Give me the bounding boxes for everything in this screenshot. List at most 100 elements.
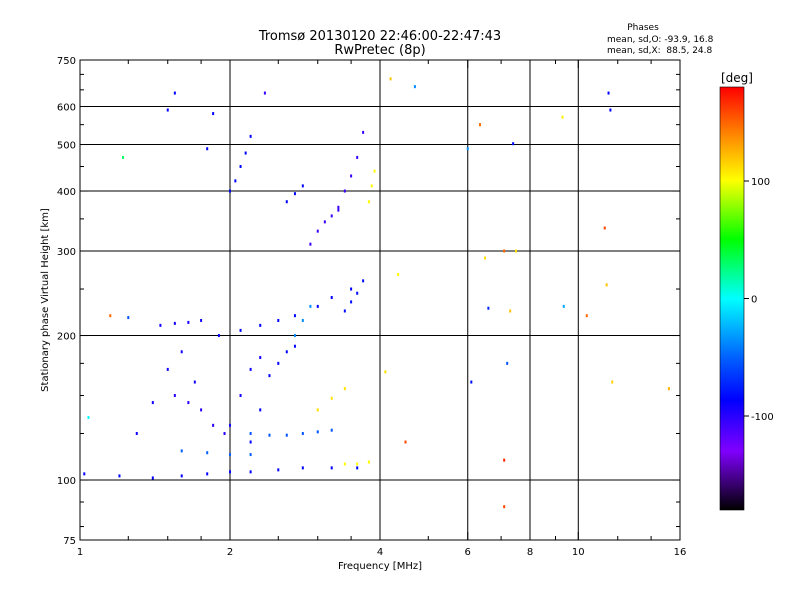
colorbar-tick-label: 100 [751, 177, 770, 188]
x-tick-label: 2 [227, 547, 233, 558]
data-point [166, 367, 169, 371]
data-point [350, 287, 353, 291]
data-points [83, 77, 670, 509]
data-point [151, 476, 154, 480]
data-point [268, 433, 271, 437]
data-point [285, 200, 288, 204]
data-point [343, 462, 346, 466]
data-point [367, 460, 370, 464]
data-point [277, 361, 280, 365]
data-point [249, 440, 252, 444]
y-tick-label: 75 [63, 536, 76, 547]
data-point [309, 242, 312, 246]
axis-ticks [79, 59, 681, 541]
data-point [263, 91, 266, 95]
data-point [301, 184, 304, 188]
data-point [362, 279, 365, 283]
colorbar [719, 86, 745, 511]
data-point [585, 314, 588, 318]
data-point [343, 189, 346, 193]
data-point [193, 380, 196, 384]
x-tick-label: 8 [527, 547, 533, 558]
colorbar-tick-label: 0 [751, 295, 757, 306]
data-point [200, 408, 203, 412]
data-point [229, 423, 231, 427]
data-point [293, 192, 296, 196]
y-tick-label: 200 [57, 332, 76, 343]
y-tick-label: 300 [57, 247, 76, 258]
data-point [316, 229, 319, 233]
data-point [330, 214, 333, 218]
data-point [122, 155, 125, 159]
data-point [151, 401, 154, 405]
data-point [343, 387, 346, 391]
chart-subtitle: RwPretec (8p) [334, 43, 425, 58]
data-point [249, 432, 252, 436]
data-point [316, 304, 319, 308]
data-point [180, 474, 183, 478]
data-point [607, 91, 610, 95]
data-point [350, 300, 353, 304]
data-point [466, 147, 469, 151]
stats-o-line: mean, sd,O: -93.9, 16.8 [607, 35, 714, 45]
data-point [609, 108, 612, 112]
data-point [285, 350, 288, 354]
data-point [356, 462, 359, 466]
data-point [356, 291, 359, 295]
data-point [667, 387, 670, 391]
data-point [515, 249, 518, 253]
data-point [212, 112, 215, 116]
data-point [605, 283, 608, 287]
data-point [187, 320, 190, 324]
colorbar-tick-label: -100 [751, 412, 774, 423]
data-point [301, 318, 304, 322]
data-point [244, 151, 247, 155]
data-point [509, 309, 512, 313]
x-tick-label: 4 [377, 547, 383, 558]
data-point [562, 304, 565, 308]
data-point [217, 334, 220, 338]
data-point [259, 408, 262, 412]
data-point [159, 323, 162, 327]
data-point [316, 408, 319, 412]
data-point [367, 200, 370, 204]
colorbar-ticks: 100 0 -100 [744, 177, 774, 423]
data-point [373, 169, 376, 173]
data-point [127, 316, 130, 320]
data-point [187, 401, 190, 405]
data-point [173, 394, 176, 398]
data-point [603, 226, 606, 230]
data-point [611, 380, 614, 384]
data-point [229, 470, 231, 474]
data-point [223, 432, 226, 436]
y-tick-label: 600 [57, 103, 76, 114]
data-point [166, 108, 169, 112]
x-tick-label: 1 [77, 547, 83, 558]
data-point [118, 474, 121, 478]
data-point [249, 367, 252, 371]
chart-title: Tromsø 20130120 22:46:00-22:47:43 [258, 29, 501, 44]
data-point [330, 466, 333, 470]
data-point [484, 256, 487, 260]
data-point [135, 432, 138, 436]
data-point [173, 321, 176, 325]
data-point [503, 505, 506, 509]
data-point [268, 374, 271, 378]
x-tick-label: 16 [674, 547, 687, 558]
data-point [200, 318, 203, 322]
data-point [404, 440, 407, 444]
x-tick-label: 6 [465, 547, 471, 558]
y-tick-labels: 75 100 200 300 400 500 600 750 [57, 56, 76, 547]
data-point [277, 318, 280, 322]
data-point [259, 323, 262, 327]
data-point [356, 466, 359, 470]
data-point [323, 220, 326, 224]
data-point [487, 306, 490, 310]
data-point [309, 304, 312, 308]
data-point [249, 470, 252, 474]
colorbar-label: [deg] [721, 71, 753, 85]
data-point [301, 466, 304, 470]
data-point [506, 361, 509, 365]
data-point [259, 355, 262, 359]
